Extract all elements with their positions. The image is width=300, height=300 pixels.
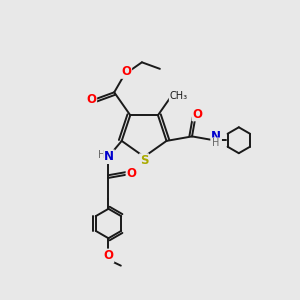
Text: CH₃: CH₃ xyxy=(169,91,188,101)
Text: O: O xyxy=(126,167,136,180)
Text: O: O xyxy=(121,65,131,78)
Text: S: S xyxy=(140,154,148,167)
Text: H: H xyxy=(212,138,220,148)
Text: O: O xyxy=(86,93,96,106)
Text: N: N xyxy=(211,130,221,142)
Text: O: O xyxy=(192,107,203,121)
Text: O: O xyxy=(103,249,113,262)
Text: N: N xyxy=(104,150,114,163)
Text: H: H xyxy=(98,150,106,160)
